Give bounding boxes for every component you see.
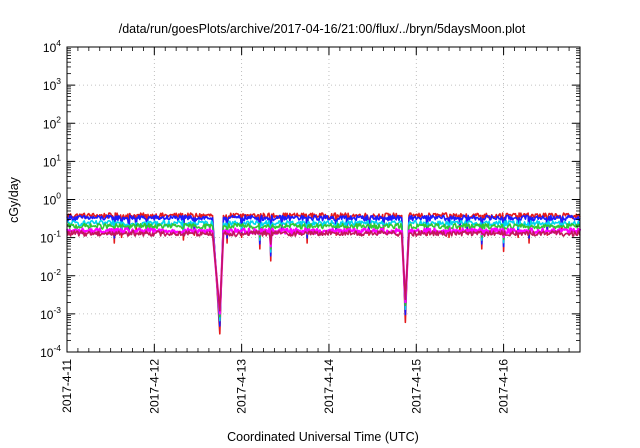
x-tick-label: 2017-4-15 [409, 359, 423, 414]
series-line [66, 230, 581, 312]
x-tick-label: 2017-4-16 [497, 359, 511, 414]
y-tick-label: 103 [43, 76, 61, 93]
y-tick-label: 10-2 [40, 267, 61, 284]
series-line [66, 212, 581, 335]
y-tick-label: 10-3 [40, 305, 61, 322]
y-tick-label: 100 [43, 191, 61, 208]
x-axis-label: Coordinated Universal Time (UTC) [227, 430, 419, 444]
series-line [66, 214, 581, 327]
chart-title: /data/run/goesPlots/archive/2017-04-16/2… [119, 22, 526, 36]
y-axis-label: cGy/day [7, 176, 21, 223]
series-line [66, 219, 581, 322]
y-tick-labels: 10-4 10-3 10-2 10-1 100 101 102 103 104 [40, 38, 61, 360]
y-tick-label: 101 [43, 152, 61, 169]
y-tick-label: 10-1 [40, 229, 61, 246]
grid [67, 47, 580, 352]
series-line [65, 227, 582, 315]
y-tick-label: 10-4 [40, 343, 61, 360]
ticks [66, 46, 580, 353]
series-layer [65, 212, 582, 335]
x-tick-label: 2017-4-14 [322, 359, 336, 414]
y-tick-label: 102 [43, 114, 61, 131]
y-tick-label: 104 [43, 38, 61, 55]
x-tick-label: 2017-4-13 [235, 359, 249, 414]
x-tick-labels: 2017-4-11 2017-4-12 2017-4-13 2017-4-14 2017… [60, 359, 511, 414]
x-tick-label: 2017-4-11 [60, 359, 74, 413]
x-tick-label: 2017-4-12 [147, 359, 161, 414]
